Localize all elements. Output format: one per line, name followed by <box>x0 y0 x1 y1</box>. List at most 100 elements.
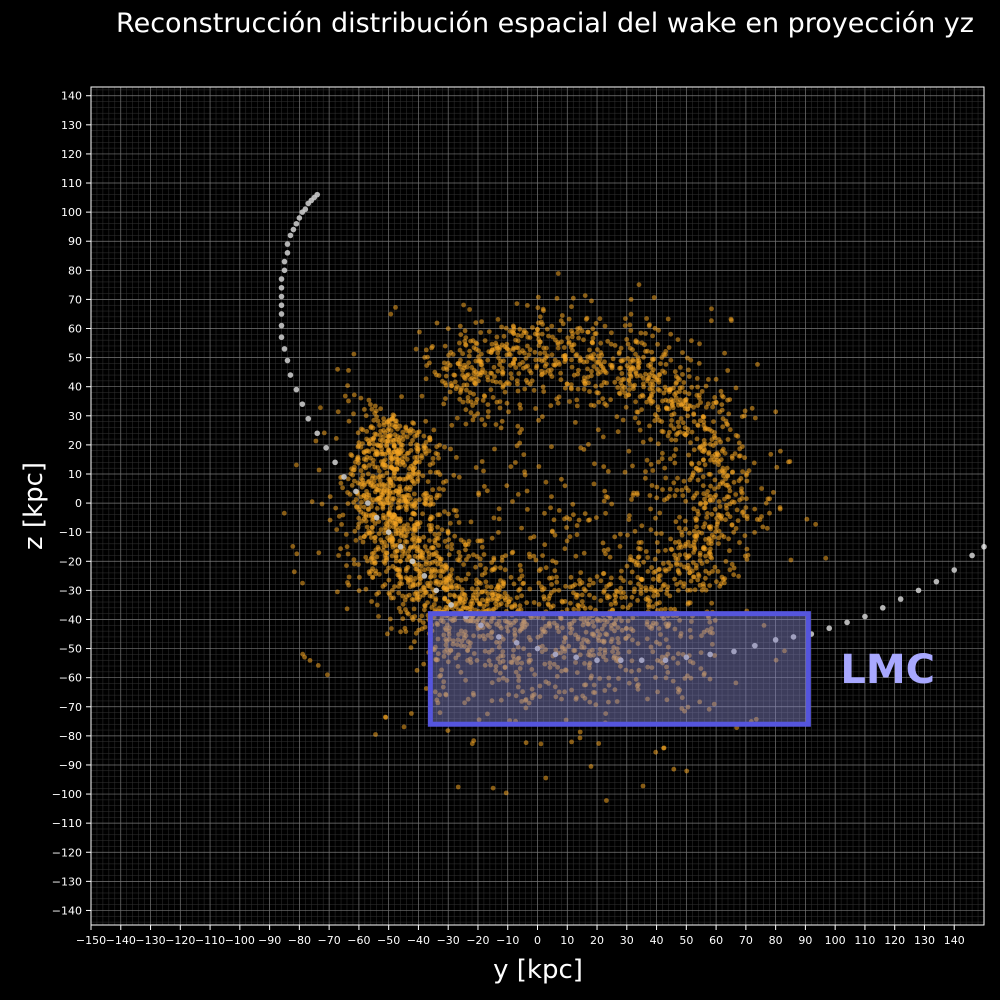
particle-point <box>565 335 571 341</box>
particle-point <box>509 375 515 381</box>
particle-point <box>429 594 435 599</box>
particle-point <box>581 386 587 392</box>
particle-point <box>536 580 542 586</box>
particle-point <box>488 662 493 668</box>
particle-point <box>731 479 737 485</box>
particle-point <box>573 660 578 665</box>
particle-point <box>635 641 641 646</box>
particle-point <box>561 345 567 350</box>
particle-point <box>461 302 466 308</box>
particle-point <box>397 558 403 564</box>
particle-point <box>410 428 416 434</box>
particle-point <box>513 460 518 465</box>
particle-point <box>543 647 548 652</box>
particle-point <box>658 658 663 664</box>
particle-point <box>638 576 644 582</box>
particle-point <box>497 345 502 350</box>
particle-point <box>605 469 611 474</box>
particle-point <box>414 590 419 595</box>
particle-point <box>544 345 549 351</box>
particle-point <box>393 424 399 429</box>
particle-point <box>515 332 521 338</box>
particle-point <box>594 515 599 520</box>
particle-point <box>549 575 555 581</box>
particle-point <box>302 654 307 660</box>
particle-point <box>589 339 595 345</box>
particle-point <box>573 632 578 638</box>
particle-point <box>704 559 710 564</box>
y-tick-label: −110 <box>52 817 82 830</box>
particle-point <box>465 372 471 377</box>
particle-point <box>497 380 503 385</box>
particle-point <box>727 397 733 402</box>
particle-point <box>421 433 427 439</box>
particle-point <box>529 686 535 692</box>
particle-point <box>683 498 689 504</box>
particle-point <box>552 532 558 538</box>
orbit-point <box>915 587 922 594</box>
particle-point <box>710 641 715 647</box>
particle-point <box>596 638 602 643</box>
particle-point <box>679 544 684 550</box>
particle-point <box>431 602 437 607</box>
orbit-point <box>278 284 285 291</box>
particle-point <box>623 594 628 600</box>
particle-point <box>688 634 694 640</box>
particle-point <box>493 422 499 427</box>
particle-point <box>538 319 544 325</box>
particle-point <box>640 375 646 381</box>
particle-point <box>512 627 518 632</box>
particle-point <box>434 320 440 326</box>
particle-point <box>426 566 431 572</box>
particle-point <box>398 525 403 531</box>
particle-point <box>672 460 678 466</box>
particle-point <box>804 516 810 522</box>
particle-point <box>496 677 502 683</box>
particle-point <box>654 377 659 383</box>
particle-point <box>709 538 714 544</box>
particle-point <box>650 649 656 655</box>
particle-point <box>694 524 699 530</box>
particle-point <box>574 523 580 528</box>
particle-point <box>700 545 706 551</box>
particle-point <box>719 393 725 399</box>
particle-point <box>333 505 339 511</box>
particle-point <box>549 323 555 329</box>
particle-point <box>526 551 532 557</box>
particle-point <box>360 472 366 478</box>
particle-point <box>457 347 463 353</box>
particle-point <box>506 409 511 415</box>
particle-point <box>604 619 610 625</box>
particle-point <box>371 441 377 447</box>
particle-point <box>598 578 604 584</box>
particle-point <box>404 566 409 571</box>
particle-point <box>669 412 675 418</box>
particle-point <box>345 383 350 388</box>
particle-point <box>681 584 686 589</box>
orbit-point <box>683 654 690 661</box>
orbit-point <box>433 587 440 594</box>
particle-point <box>355 430 361 436</box>
particle-point <box>698 666 704 671</box>
particle-point <box>562 546 568 552</box>
particle-point <box>623 316 628 321</box>
particle-point <box>553 694 559 700</box>
particle-point <box>619 618 624 624</box>
orbit-point <box>278 293 285 300</box>
particle-point <box>479 589 484 595</box>
particle-point <box>694 533 700 539</box>
particle-point <box>463 342 468 347</box>
particle-point <box>381 428 386 433</box>
particle-point <box>432 531 438 537</box>
particle-point <box>466 353 472 359</box>
particle-point <box>354 504 359 509</box>
particle-point <box>481 393 487 399</box>
particle-point <box>606 682 612 688</box>
particle-point <box>541 357 547 363</box>
particle-point <box>703 587 709 593</box>
particle-point <box>492 374 497 379</box>
particle-point <box>647 493 653 498</box>
particle-point <box>602 359 607 365</box>
particle-point <box>396 590 402 596</box>
particle-point <box>678 416 684 421</box>
